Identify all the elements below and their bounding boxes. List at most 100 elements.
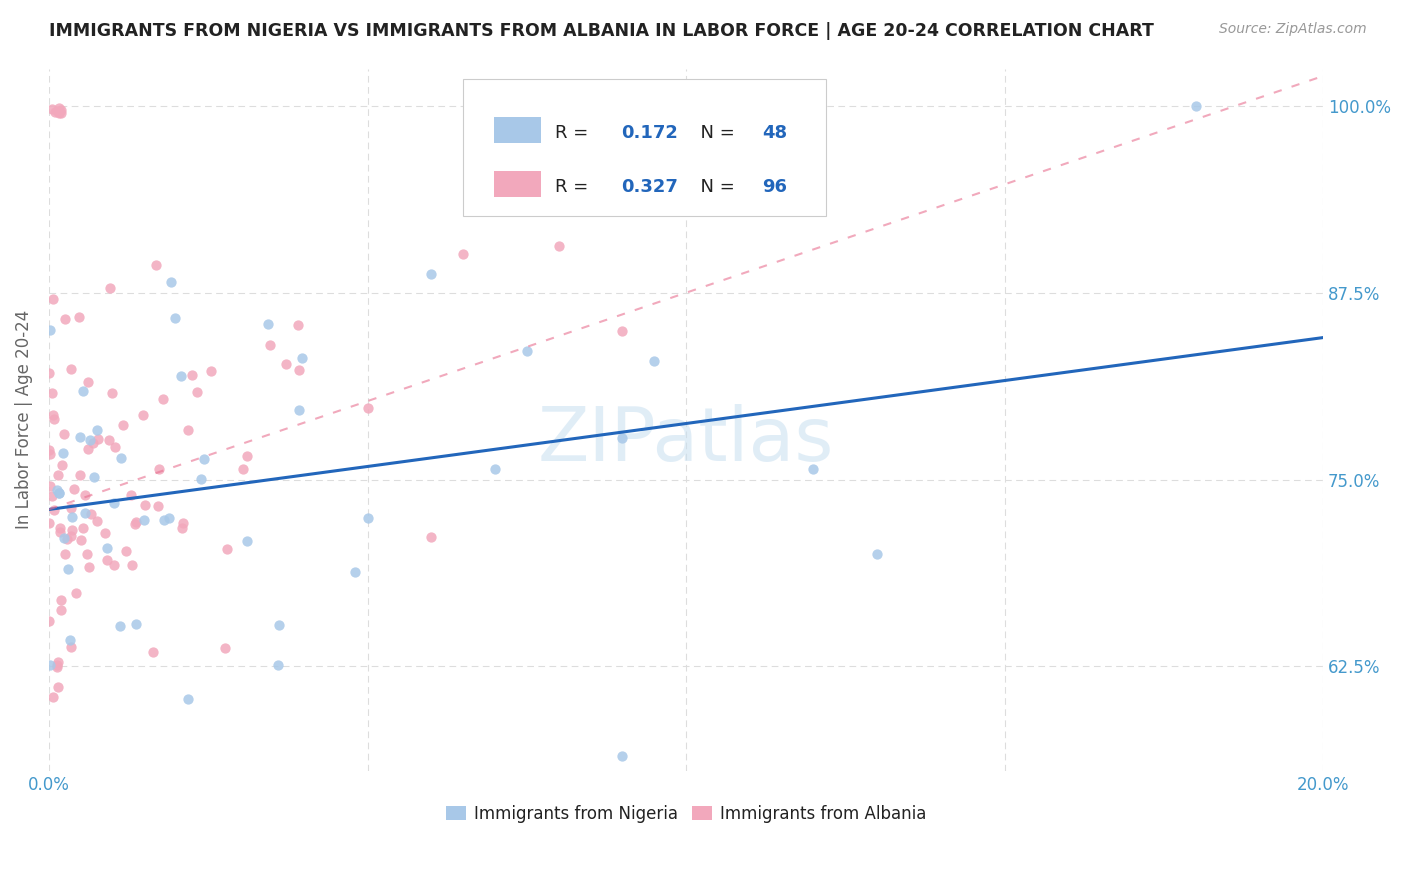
Text: IMMIGRANTS FROM NIGERIA VS IMMIGRANTS FROM ALBANIA IN LABOR FORCE | AGE 20-24 CO: IMMIGRANTS FROM NIGERIA VS IMMIGRANTS FR… (49, 22, 1154, 40)
Point (46, 483, 69, 498)
Point (125, 617, 148, 632)
Point (52, 531, 75, 545)
Point (46, 467, 69, 482)
Point (114, 543, 136, 558)
Point (80, 507, 103, 521)
Point (77, 442, 100, 456)
Point (48, 486, 70, 500)
Point (38, 447, 60, 461)
Point (170, 368, 193, 383)
FancyBboxPatch shape (463, 79, 827, 216)
Point (134, 498, 156, 512)
Point (42, 503, 65, 517)
Text: R =: R = (555, 124, 593, 142)
Point (70, 533, 93, 547)
Point (274, 357, 297, 371)
Point (77, 376, 100, 390)
Point (356, 401, 378, 415)
Point (484, 144, 506, 158)
FancyBboxPatch shape (494, 118, 541, 144)
Point (172, 516, 194, 530)
Text: 0.172: 0.172 (621, 124, 678, 142)
Point (257, 317, 280, 331)
Point (76, 547, 98, 561)
Text: 48: 48 (762, 124, 787, 142)
Point (357, 510, 380, 524)
Text: N =: N = (689, 124, 740, 142)
Text: R =: R = (555, 178, 593, 196)
Point (79, 433, 101, 447)
Point (157, 511, 180, 525)
Point (48, 486, 70, 500)
FancyBboxPatch shape (494, 171, 541, 197)
Point (48, 105, 70, 120)
Point (46, 660, 69, 674)
Point (148, 461, 170, 475)
Point (165, 310, 187, 325)
Point (186, 385, 208, 400)
Point (134, 513, 156, 527)
Point (612, 749, 634, 764)
Point (96, 553, 118, 567)
Point (214, 640, 236, 655)
Point (46, 681, 69, 695)
Point (124, 516, 146, 531)
Text: 96: 96 (762, 178, 787, 196)
Point (42, 408, 65, 422)
Point (288, 363, 311, 377)
Point (65, 586, 87, 600)
Point (38, 516, 60, 531)
Point (125, 516, 148, 530)
Point (38, 367, 60, 381)
Point (420, 530, 443, 544)
Point (67, 310, 90, 324)
Point (69, 468, 91, 483)
Point (42, 690, 65, 705)
Point (93, 525, 115, 540)
Point (41, 102, 63, 116)
Legend: Immigrants from Nigeria, Immigrants from Albania: Immigrants from Nigeria, Immigrants from… (439, 798, 934, 830)
Point (60, 640, 83, 654)
Point (104, 440, 127, 454)
Point (73, 487, 96, 501)
Point (643, 354, 665, 368)
Point (51, 103, 73, 118)
Point (176, 692, 198, 706)
Point (259, 338, 281, 352)
Point (120, 488, 142, 502)
Point (82, 436, 104, 450)
Point (232, 462, 254, 476)
Point (41, 489, 63, 503)
Point (60, 362, 83, 376)
Point (160, 275, 183, 289)
Point (344, 565, 367, 579)
Point (41, 385, 63, 400)
Point (60, 529, 83, 543)
Point (83, 469, 105, 483)
Point (60, 510, 83, 524)
Point (56, 532, 79, 546)
Point (96, 541, 118, 555)
Point (86, 423, 108, 437)
Point (87, 432, 110, 446)
Point (98, 281, 121, 295)
Point (49, 524, 72, 539)
Point (60, 524, 83, 538)
Point (69, 429, 91, 443)
Point (547, 238, 569, 252)
Point (46, 658, 69, 673)
Point (110, 451, 132, 466)
Point (72, 384, 94, 399)
Point (38, 614, 60, 628)
Point (612, 324, 634, 338)
Point (142, 645, 165, 659)
Point (45, 104, 67, 119)
Point (39, 657, 62, 672)
Point (1184, 99, 1206, 113)
Point (60, 500, 83, 515)
Point (56, 562, 79, 576)
Point (112, 417, 135, 432)
Point (48, 104, 70, 119)
Y-axis label: In Labor Force | Age 20-24: In Labor Force | Age 20-24 (15, 310, 32, 529)
Point (73, 507, 96, 521)
